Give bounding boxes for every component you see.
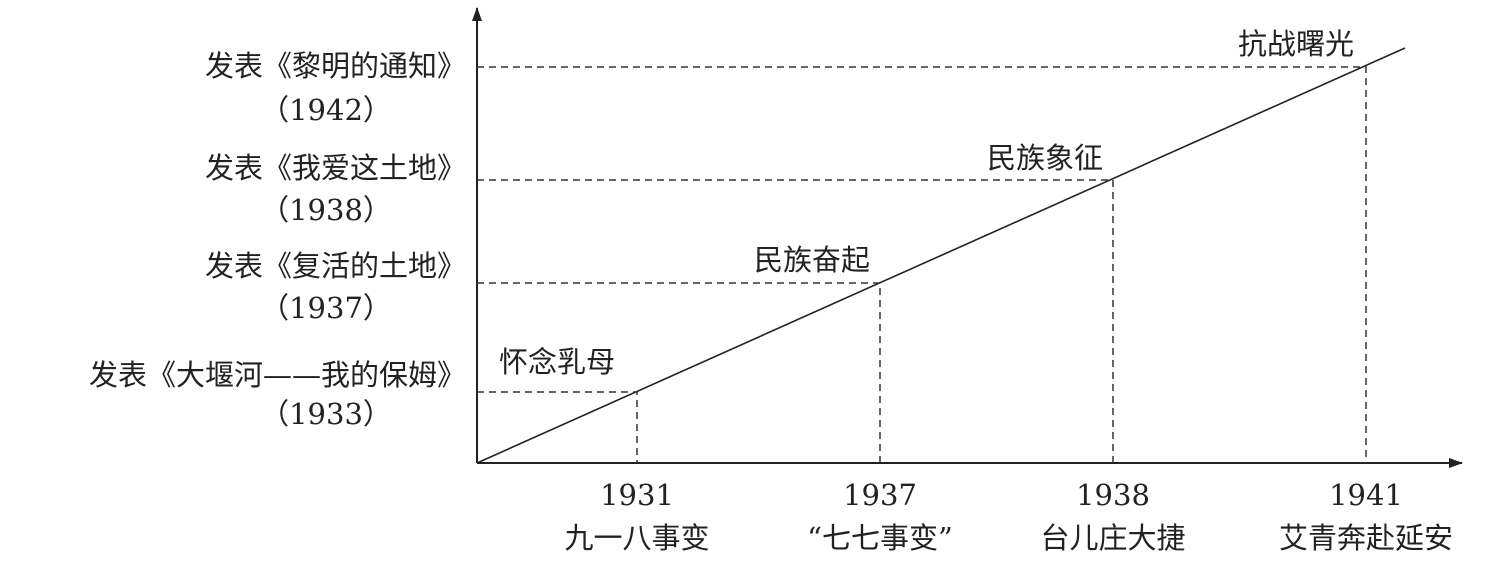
x-year: 1931 xyxy=(600,478,674,512)
guide-line xyxy=(477,179,1114,463)
y-work: 发表《我爱这土地》 xyxy=(205,151,466,185)
y-work: 发表《黎明的通知》 xyxy=(205,49,466,83)
point-label: 民族奋起 xyxy=(754,243,870,277)
point-label: 怀念乳母 xyxy=(499,345,615,379)
x-year: 1937 xyxy=(843,478,917,512)
y-year: （1937） xyxy=(260,291,392,325)
y-year: （1933） xyxy=(260,397,392,431)
guide-line xyxy=(477,66,1367,463)
x-year: 1941 xyxy=(1329,478,1403,512)
x-event: 台儿庄大捷 xyxy=(1040,521,1185,555)
y-year: （1942） xyxy=(260,93,392,127)
guide-line xyxy=(477,282,881,463)
y-work: 发表《大堰河——我的保姆》 xyxy=(89,358,466,392)
point-label: 民族象征 xyxy=(987,141,1103,175)
trend-line xyxy=(476,47,1406,464)
guide-line xyxy=(477,391,638,463)
x-year: 1938 xyxy=(1076,478,1150,512)
x-event: 九一八事变 xyxy=(564,521,709,555)
point-label: 抗战曙光 xyxy=(1238,27,1354,61)
x-event: “七七事变” xyxy=(807,521,953,555)
x-event: 艾青奔赴延安 xyxy=(1279,521,1453,555)
y-work: 发表《复活的土地》 xyxy=(205,249,466,283)
y-year: （1938） xyxy=(260,193,392,227)
